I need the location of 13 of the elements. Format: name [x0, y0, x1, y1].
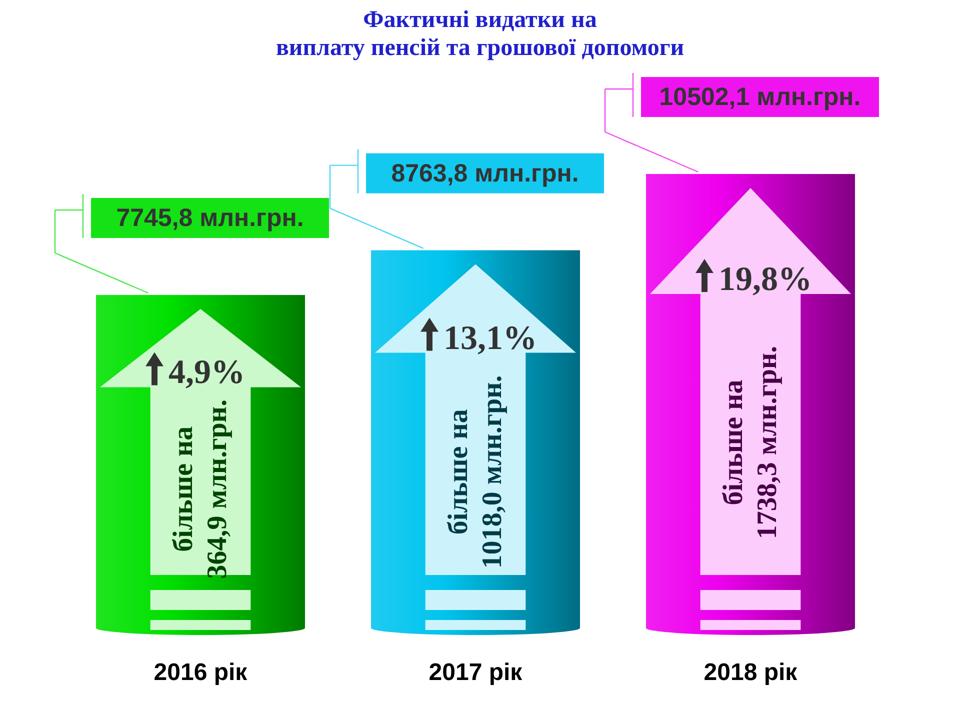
- x-tick-label: 2016 рік: [154, 659, 248, 686]
- data-label: 8763,8 млн.грн.: [391, 159, 579, 188]
- chart-title: Фактичні видатки на виплату пенсій та грошової допомоги: [274, 6, 686, 62]
- annotation: більше на 1738,3 млн.грн.: [718, 346, 783, 540]
- data-label: 7745,8 млн.грн.: [116, 204, 304, 232]
- x-tick-label: 2017 рік: [428, 659, 524, 686]
- annotation: більше на 364,9 млн.грн.: [168, 399, 233, 579]
- data-label: 10502,1 млн.грн.: [659, 83, 861, 111]
- annotation: 13,1%: [444, 320, 537, 357]
- annotation: 19,8%: [718, 261, 812, 298]
- x-tick-label: 2018 рік: [704, 659, 798, 686]
- annotation: більше на 1018,0 млн.грн.: [443, 375, 508, 569]
- annotation: 4,9%: [168, 354, 245, 392]
